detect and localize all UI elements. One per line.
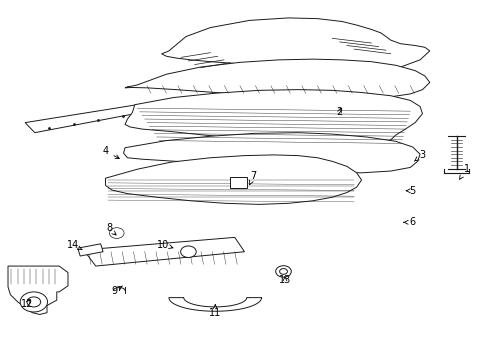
Polygon shape (78, 244, 103, 256)
Text: 8: 8 (106, 224, 116, 235)
Text: 5: 5 (406, 186, 415, 196)
Text: 3: 3 (413, 150, 425, 161)
Text: 12: 12 (21, 299, 34, 309)
Text: 11: 11 (209, 305, 221, 318)
Text: 13: 13 (278, 275, 290, 285)
Circle shape (109, 228, 124, 238)
Text: 7: 7 (249, 171, 256, 185)
Circle shape (113, 230, 121, 236)
Polygon shape (83, 237, 244, 266)
Polygon shape (161, 18, 429, 71)
Text: 10: 10 (156, 239, 173, 249)
Text: 4: 4 (102, 146, 119, 158)
Circle shape (20, 292, 47, 312)
Circle shape (275, 266, 291, 277)
Polygon shape (8, 266, 68, 315)
Text: 6: 6 (403, 217, 415, 227)
Text: 2: 2 (336, 107, 342, 117)
Text: 1: 1 (459, 163, 469, 179)
Polygon shape (123, 133, 419, 173)
Polygon shape (105, 155, 361, 204)
Text: 9: 9 (111, 286, 122, 296)
Circle shape (279, 269, 287, 274)
Text: 14: 14 (66, 240, 82, 250)
Circle shape (180, 246, 196, 257)
Polygon shape (125, 90, 422, 145)
Circle shape (27, 297, 41, 307)
FancyBboxPatch shape (229, 177, 247, 188)
Polygon shape (125, 59, 429, 98)
Polygon shape (25, 105, 144, 133)
